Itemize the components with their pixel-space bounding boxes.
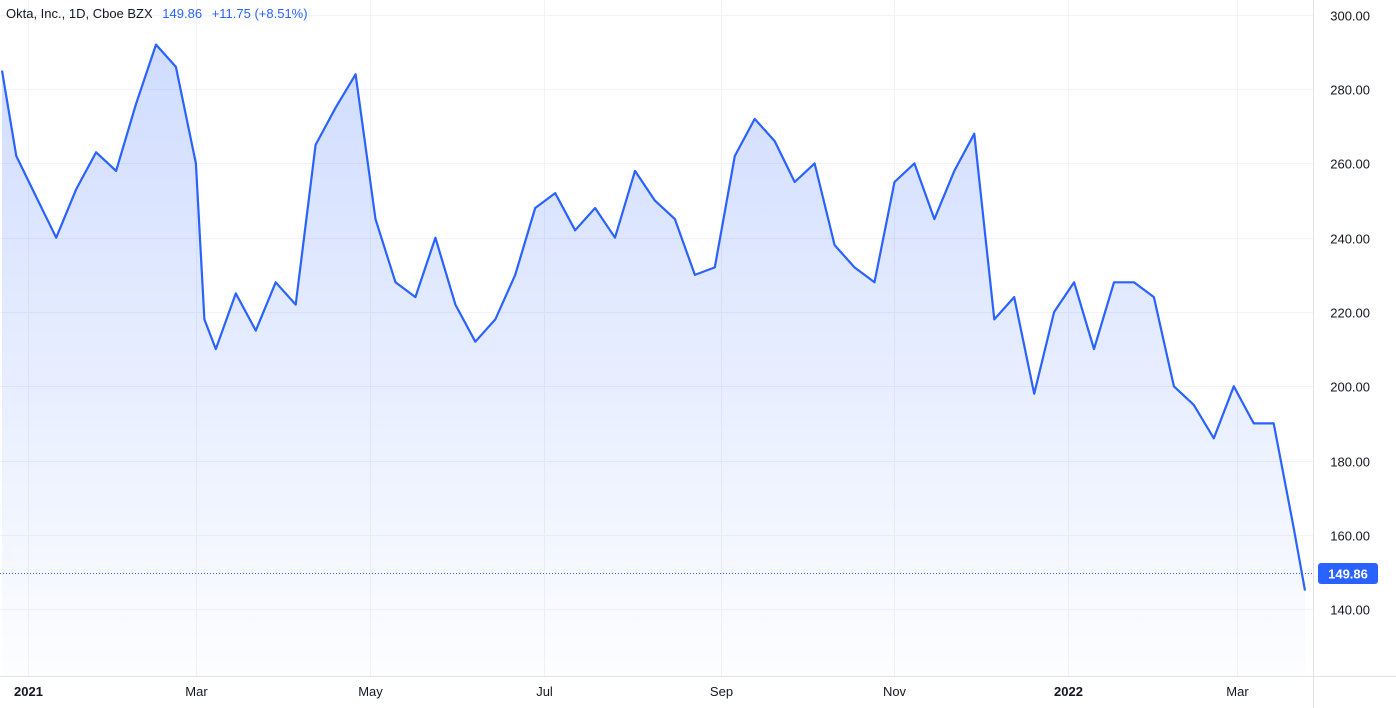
y-tick-label: 160.00	[1330, 529, 1370, 544]
chart-legend: Okta, Inc., 1D, Cboe BZX 149.86 +11.75 (…	[6, 6, 314, 21]
y-tick-label: 140.00	[1330, 603, 1370, 618]
x-tick-label: 2022	[1054, 684, 1083, 699]
time-axis[interactable]: 2021 Mar May Jul Sep Nov 2022 Mar	[14, 684, 1249, 699]
last-price-value: 149.86	[162, 6, 203, 21]
symbol-title[interactable]: Okta, Inc., 1D, Cboe BZX	[6, 6, 153, 21]
x-tick-label: Mar	[185, 684, 208, 699]
price-change-value: +11.75 (+8.51%)	[211, 6, 308, 21]
x-tick-label: Nov	[883, 684, 907, 699]
y-tick-label: 200.00	[1330, 380, 1370, 395]
y-tick-label: 280.00	[1330, 83, 1370, 98]
price-line	[0, 43, 1307, 591]
price-area	[2, 44, 1305, 677]
x-tick-label: Mar	[1226, 684, 1249, 699]
last-price-tag: 149.86	[1318, 563, 1378, 584]
price-axis[interactable]: 140.00 160.00 180.00 200.00 220.00 240.00 260.…	[1330, 9, 1370, 618]
x-tick-label: 2021	[14, 684, 43, 699]
y-tick-label: 220.00	[1330, 306, 1370, 321]
x-tick-label: Sep	[710, 684, 733, 699]
last-price-label: 149.86	[1328, 567, 1368, 582]
y-tick-label: 180.00	[1330, 455, 1370, 470]
x-tick-label: Jul	[536, 684, 553, 699]
y-tick-label: 240.00	[1330, 232, 1370, 247]
y-tick-label: 260.00	[1330, 157, 1370, 172]
x-tick-label: May	[358, 684, 383, 699]
y-tick-label: 300.00	[1330, 9, 1370, 24]
